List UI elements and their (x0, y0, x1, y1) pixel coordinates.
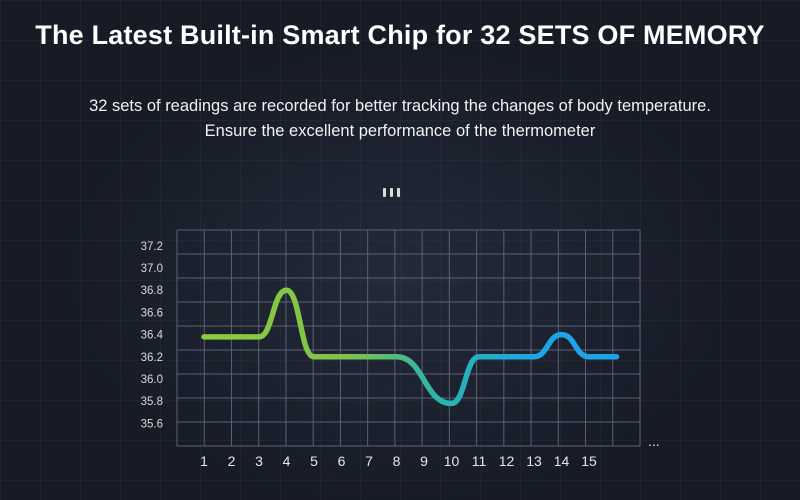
subtitle-line-2: Ensure the excellent performance of the … (204, 122, 596, 140)
y-tick-label: 35.6 (141, 418, 163, 430)
subtitle-line-1: 32 sets of readings are recorded for bet… (89, 97, 711, 115)
x-tick-label: 13 (526, 453, 542, 469)
y-tick-label: 36.2 (141, 352, 163, 364)
x-tick-label: 15 (581, 453, 597, 469)
x-tick-label: 12 (499, 453, 515, 469)
x-tick-label: 8 (393, 453, 401, 469)
y-tick-label: 36.0 (141, 374, 163, 386)
y-tick-label: 36.6 (141, 307, 163, 319)
x-tick-label: 14 (554, 453, 570, 469)
y-tick-label: 36.4 (141, 330, 164, 342)
y-axis-ticks: 35.6 35.8 36.0 36.2 36.4 36.6 36.8 37.0 37.2 (141, 241, 164, 431)
x-tick-label: 6 (338, 453, 346, 469)
y-tick-label: 36.8 (141, 285, 163, 297)
x-tick-label: 9 (420, 453, 428, 469)
x-tick-label: 11 (472, 453, 487, 469)
x-tick-label: 4 (283, 453, 291, 469)
x-tick-label: 3 (255, 453, 263, 469)
y-tick-label: 35.8 (141, 396, 163, 408)
x-tick-label: 2 (228, 453, 236, 469)
x-tick-label: 5 (310, 453, 318, 469)
x-tick-label: 10 (444, 453, 460, 469)
indicator-bars-icon (383, 188, 400, 197)
chart-grid (176, 229, 641, 447)
x-axis-more-indicator: ... (648, 433, 660, 449)
page-subtitle: 32 sets of readings are recorded for bet… (0, 94, 800, 144)
y-tick-label: 37.2 (141, 241, 163, 253)
x-tick-label: 1 (200, 453, 208, 469)
x-axis-ticks: 1 2 3 4 5 6 7 8 9 10 11 12 13 14 15 (200, 453, 597, 469)
y-tick-label: 37.0 (141, 263, 163, 275)
page-title: The Latest Built-in Smart Chip for 32 SE… (35, 20, 765, 50)
x-tick-label: 7 (365, 453, 373, 469)
series-line-temperature (201, 287, 620, 407)
